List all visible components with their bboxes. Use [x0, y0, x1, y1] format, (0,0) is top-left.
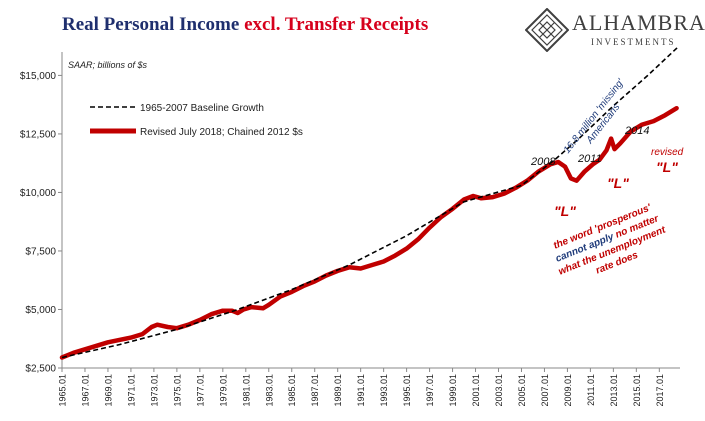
annotation-L-revised: "L"	[656, 159, 678, 175]
annotation-2014: 2014	[624, 125, 649, 137]
x-tick-label: 2015.01	[632, 374, 642, 407]
x-tick-label: 1985.01	[287, 374, 297, 407]
title-part-2: excl. Transfer Receipts	[244, 14, 429, 35]
series-layer	[59, 46, 679, 360]
logo-subtitle: INVESTMENTS	[591, 37, 676, 47]
annotation-revised: revised	[651, 147, 684, 158]
chart-subtitle: SAAR; billions of $s	[68, 60, 148, 70]
annotation-2008: 2008	[530, 156, 556, 168]
x-tick-label: 2009.01	[563, 374, 573, 407]
x-axis: 1965.01 1967.01 1969.01 1971.01 1973.01 1975.…	[58, 367, 680, 407]
x-tick-label: 1993.01	[379, 374, 389, 407]
x-tick-label: 1999.01	[448, 374, 458, 407]
x-tick-label: 1995.01	[402, 374, 412, 407]
x-tick-label: 1969.01	[103, 374, 113, 407]
x-tick-label: 2001.01	[471, 374, 481, 407]
x-tick-label: 1979.01	[218, 374, 228, 407]
y-tick-label: $7,500	[25, 246, 56, 257]
y-tick-label: $12,500	[20, 129, 57, 140]
series-revised-line	[59, 105, 679, 360]
legend: 1965-2007 Baseline Growth Revised July 2…	[90, 103, 303, 138]
x-tick-label: 1971.01	[126, 374, 136, 407]
x-tick-label: 1987.01	[310, 374, 320, 407]
y-tick-label: $15,000	[20, 71, 57, 82]
x-tick-label: 2005.01	[517, 374, 527, 407]
y-tick-label: $2,500	[25, 364, 56, 375]
x-tick-label: 1991.01	[356, 374, 366, 407]
annotation-2011: 2011	[577, 153, 602, 165]
y-tick-label: $5,000	[25, 305, 56, 316]
title-part-1: Real Personal Income	[62, 14, 240, 35]
x-tick-label: 1989.01	[333, 374, 343, 407]
annotation-L-2008: "L"	[554, 203, 576, 219]
x-tick-label: 2011.01	[586, 374, 596, 406]
legend-label-baseline: 1965-2007 Baseline Growth	[140, 103, 264, 114]
logo-name: ALHAMBRA	[572, 10, 705, 35]
diamond-lattice-icon	[525, 8, 569, 52]
x-tick-label: 1981.01	[241, 374, 251, 407]
x-tick-label: 1967.01	[80, 374, 90, 407]
legend-label-revised: Revised July 2018; Chained 2012 $s	[140, 127, 303, 138]
chart-title: Real Personal Income excl. Transfer Rece…	[62, 14, 428, 36]
alhambra-logo: ALHAMBRA INVESTMENTS	[525, 8, 705, 52]
x-tick-label: 2017.01	[655, 374, 665, 407]
x-tick-label: 1975.01	[172, 374, 182, 407]
x-tick-label: 1973.01	[149, 374, 159, 407]
x-tick-label: 1977.01	[195, 374, 205, 407]
annotation-L-2011: "L"	[607, 175, 629, 191]
x-tick-label: 2013.01	[609, 374, 619, 407]
y-axis: $2,500 $5,000 $7,500 $10,000 $12,500 $15,000	[20, 52, 63, 375]
y-tick-label: $10,000	[20, 188, 57, 199]
x-tick-label: 1983.01	[264, 374, 274, 407]
x-tick-label: 2007.01	[540, 374, 550, 407]
series-baseline-line	[61, 46, 679, 359]
x-tick-label: 2003.01	[494, 374, 504, 407]
x-tick-label: 1997.01	[425, 374, 435, 407]
annotations: 2008 2011 2014 16.8 million 'missing' Am…	[530, 76, 684, 277]
x-tick-label: 1965.01	[58, 374, 68, 407]
